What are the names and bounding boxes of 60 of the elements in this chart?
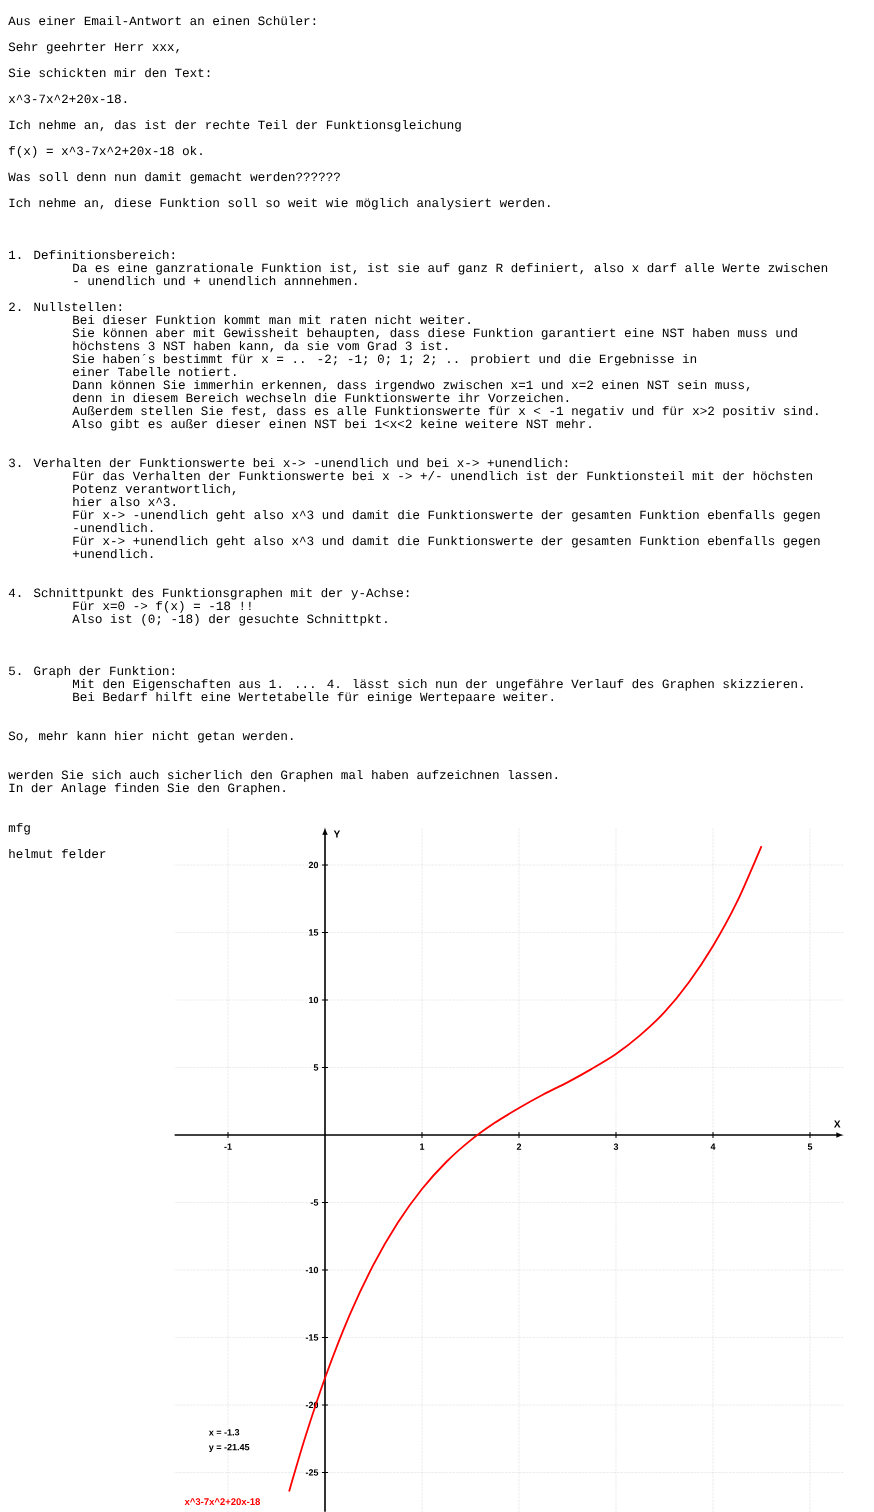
text: Potenz verantwortlich, <box>73 483 236 496</box>
x-tick-label: 4 <box>710 1143 716 1150</box>
x-tick-label: 5 <box>807 1143 813 1150</box>
x-tick-label: 2 <box>516 1143 522 1150</box>
text: 3. Verhalten der Funktionswerte bei x-> -unendlich und bei x-> +unendlich: <box>8 457 568 468</box>
text: Außerdem stellen Sie fest, dass es alle Funktionswerte für x < -1 negativ und für x>2 positiv sind. <box>72 405 818 418</box>
text: - unendlich und + unendlich annnehmen. <box>74 275 357 286</box>
y-tick-label: -10 <box>305 1266 319 1274</box>
text: Für x-> -unendlich geht also x^3 und damit die Funktionswerte der gesamten Funktion ebenfalls gegen <box>73 509 820 522</box>
y-tick-label: -15 <box>305 1334 319 1341</box>
text: Sie können aber mit Gewissheit behaupten, dass diese Funktion garantiert eine NST haben muss und <box>72 327 797 340</box>
text: Dann können Sie immerhin erkennen, dass irgendwo zwischen x=1 und x=2 einen NST sein muss, <box>73 379 750 392</box>
annotation: y = -21.45 <box>208 1443 250 1453</box>
text: Sehr geehrter Herr xxx, <box>8 41 179 54</box>
text: x^3-7x^2+20x-18 <box>184 1498 261 1506</box>
y-tick-label: 5 <box>313 1064 319 1071</box>
text: Was soll denn nun damit gemacht werden?????? <box>8 171 340 184</box>
y-tick-label: 20 <box>308 861 319 869</box>
x-tick-label: -1 <box>224 1143 232 1150</box>
text: mfg <box>8 822 30 835</box>
text: 1. Definitionsbereich: <box>9 249 174 260</box>
annotation: x = -1.3 <box>208 1429 240 1436</box>
y-axis-title: Y <box>333 830 341 838</box>
text: Für das Verhalten der Funktionswerte bei x -> +/- unendlich ist der Funktionsteil mit der höchsten <box>73 470 812 481</box>
text: So, mehr kann hier nicht getan werden. <box>8 730 293 743</box>
text: hier also x^3. <box>73 496 175 507</box>
text: Für x-> +unendlich geht also x^3 und damit die Funktionswerte der gesamten Funktion ebenfalls gegen <box>73 535 820 548</box>
y-tick-label: -25 <box>305 1469 319 1476</box>
text: Sie haben´s bestimmt für x = .. -2; -1; 0; 1; 2; .. probiert und die Ergebnisse in <box>72 353 697 366</box>
text: x^3-7x^2+20x-18. <box>8 94 127 104</box>
text: -unendlich. <box>74 522 153 533</box>
text: In der Anlage finden Sie den Graphen. <box>9 782 285 795</box>
text: denn in diesem Bereich wechseln die Funktionswerte ihr Vorzeichen. <box>73 392 569 403</box>
x-tick-label: 3 <box>613 1143 619 1150</box>
text: Sie schickten mir den Text: <box>8 67 210 78</box>
text: einer Tabelle notiert. <box>73 366 236 377</box>
text: höchstens 3 NST haben kann, da sie vom Grad 3 ist. <box>73 340 448 353</box>
text: f(x) = x^3-7x^2+20x-18 ok. <box>9 145 202 158</box>
y-tick-label: 10 <box>309 996 319 1004</box>
text: Da es eine ganzrationale Funktion ist, ist sie auf ganz R definiert, also x darf alle Werte zwischen <box>73 262 828 275</box>
x-tick-label: 1 <box>420 1143 425 1150</box>
text: helmut felder <box>9 848 106 859</box>
text: Für x=0 -> f(x) = -18 !! <box>73 600 251 613</box>
y-tick-label: -5 <box>310 1199 319 1206</box>
text: Also gibt es außer dieser einen NST bei 1<x<2 keine weitere NST mehr. <box>72 418 591 431</box>
text: werden Sie sich auch sicherlich den Graphen mal haben aufzeichnen lassen. <box>8 769 558 782</box>
text: Mit den Eigenschaften aus 1. ... 4. lässt sich nun der ungefähre Verlauf des Graphen skizzieren. <box>73 678 803 691</box>
text: Ich nehme an, das ist der rechte Teil der Funktionsgleichung <box>9 119 461 132</box>
text: Bei dieser Funktion kommt man mit raten nicht weiter. <box>73 314 470 325</box>
line-series <box>288 845 763 1493</box>
text: Also ist (0; -18) der gesuchte Schnittpkt. <box>72 613 387 626</box>
text: Ich nehme an, diese Funktion soll so weit wie möglich analysiert werden. <box>9 197 550 210</box>
text: Aus einer Email-Antwort an einen Schüler: <box>8 15 316 26</box>
text: 2. Nullstellen: <box>9 301 122 312</box>
text: +unendlich. <box>72 548 153 559</box>
x-axis-title: X <box>833 1120 841 1128</box>
text: 5. Graph der Funktion: <box>8 665 174 678</box>
text: Bei Bedarf hilft eine Wertetabelle für einige Wertepaare weiter. <box>73 691 553 704</box>
y-tick-label: 15 <box>309 929 319 936</box>
text: 4. Schnittpunkt des Funktionsgraphen mit der y-Achse: <box>8 587 409 600</box>
